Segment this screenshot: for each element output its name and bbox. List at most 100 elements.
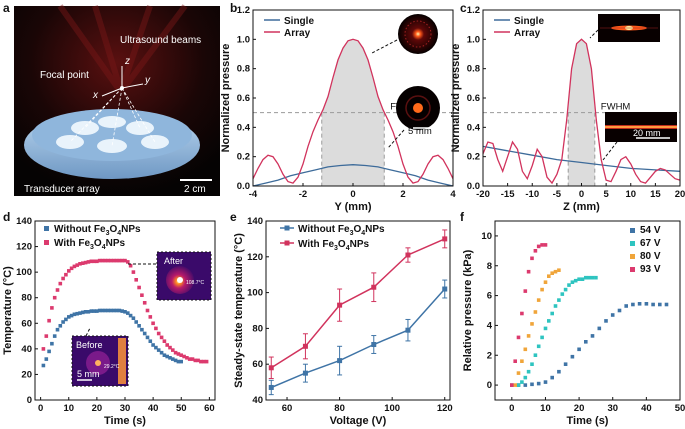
marker-with — [52, 295, 57, 300]
marker-series-1 — [543, 326, 548, 331]
marker-series-2 — [543, 280, 548, 284]
x-axis-label: Voltage (V) — [330, 415, 387, 427]
x-axis-label: Z (mm) — [563, 201, 600, 213]
legend: Single Array — [264, 16, 314, 39]
legend-label-with: With Fe3O4NPs — [54, 238, 126, 251]
series-single-line — [252, 164, 454, 187]
marker-series-3 — [543, 243, 548, 247]
legend-swatch-3 — [630, 267, 635, 272]
marker-with — [405, 252, 411, 258]
marker-series-2 — [547, 274, 551, 278]
y-tick-label: 0.6 — [237, 93, 250, 104]
marker-series-3 — [520, 311, 524, 316]
marker-series-1 — [563, 287, 568, 292]
y-tick-label: 0.4 — [237, 122, 251, 133]
marker-series-0 — [557, 369, 561, 374]
axes: -20 -15 -10 -5 0 5 10 15 20 0.0 0.2 0.4 0.6 0.8 1.0 1.2 — [467, 5, 685, 200]
marker-series-1 — [577, 277, 581, 281]
marker-with — [179, 353, 183, 357]
marker-series-1 — [536, 344, 541, 349]
marker-without — [97, 308, 102, 313]
marker-with — [151, 321, 155, 326]
legend-label-2: 80 V — [640, 251, 661, 262]
y-tick-label: 8 — [487, 261, 492, 272]
inset-before-temp: 29.2°C — [104, 364, 120, 370]
marker-without — [176, 359, 181, 364]
y-tick-label: 0.2 — [467, 152, 480, 163]
legend-swatch-1 — [630, 241, 635, 246]
marker-with — [134, 278, 138, 282]
x-tick-label: 0 — [38, 403, 43, 414]
marker-with — [173, 350, 178, 355]
marker-with — [145, 308, 150, 313]
panel-letter-e: e — [230, 210, 237, 224]
x-tick-label: 15 — [650, 189, 661, 200]
y-axis-label: Relative pressure (kPa) — [462, 249, 474, 371]
marker-without — [179, 359, 183, 364]
y-tick-label: 1.0 — [237, 34, 250, 45]
y-axis-label: Normalized pressure — [450, 44, 462, 153]
inset-single-axial — [605, 112, 677, 142]
marker-series-0 — [664, 302, 669, 307]
plot-lines — [482, 38, 681, 185]
marker-without — [302, 370, 308, 376]
marker-series-1 — [547, 319, 551, 323]
marker-without — [106, 308, 110, 313]
marker-without — [95, 309, 99, 313]
marker-with — [50, 306, 54, 310]
marker-series-2 — [516, 371, 521, 375]
panel-c: c -20 -15 -10 -5 0 5 10 15 20 0.0 0.2 0.4 0.6 0.8 1.0 1… — [450, 1, 685, 213]
y-tick-label: 0 — [27, 395, 32, 406]
arrow-array — [589, 29, 599, 39]
plot-lines — [268, 229, 448, 396]
marker-without — [109, 308, 113, 313]
focal-point-marker — [120, 86, 124, 90]
axis-z-label: z — [124, 56, 130, 67]
marker-without — [69, 313, 74, 318]
marker-series-0 — [563, 362, 568, 366]
marker-with — [47, 318, 51, 323]
marker-series-1 — [526, 369, 531, 374]
marker-without — [123, 310, 127, 314]
marker-with — [103, 258, 108, 263]
plot-frame — [494, 220, 681, 401]
marker-series-0 — [617, 308, 622, 313]
marker-without — [134, 320, 138, 324]
focal-point-label: Focal point — [40, 70, 89, 81]
marker-without — [52, 334, 57, 338]
marker-with — [83, 260, 88, 265]
marker-with — [156, 331, 161, 336]
marker-without — [75, 311, 79, 316]
marker-series-2 — [536, 298, 541, 302]
y-tick-label: 60 — [21, 318, 32, 329]
marker-without — [337, 358, 343, 364]
marker-without — [120, 309, 124, 313]
x-tick-label: 40 — [148, 403, 159, 414]
inset-scale-label: 5 mm — [77, 369, 100, 379]
marker-without — [128, 313, 133, 318]
transducer-array-dish — [24, 109, 200, 179]
marker-series-2 — [533, 310, 538, 314]
legend-swatch-with — [44, 240, 49, 245]
marker-series-0 — [570, 354, 575, 359]
marker-without — [154, 345, 158, 350]
marker-with — [67, 269, 71, 273]
marker-with — [75, 263, 79, 267]
axis-y-label: y — [144, 75, 151, 86]
y-tick-label: 1.0 — [467, 34, 480, 45]
marker-with — [106, 258, 110, 263]
y-tick-label: 4 — [487, 320, 493, 331]
marker-with — [72, 264, 77, 269]
legend: 54 V 67 V 80 V 93 V — [630, 225, 661, 275]
y-tick-label: 140 — [16, 216, 32, 227]
marker-series-1 — [530, 362, 534, 366]
scale-bar-label: 2 cm — [184, 184, 206, 195]
marker-without — [78, 311, 82, 315]
arrow-before — [85, 327, 91, 337]
marker-series-2 — [557, 268, 561, 272]
panel-e: e 60 80 100 120 40 60 80 100 120 140 Without Fe3O… — [230, 210, 453, 427]
marker-with — [442, 236, 448, 242]
marker-series-0 — [644, 302, 649, 306]
marker-series-1 — [557, 298, 561, 302]
